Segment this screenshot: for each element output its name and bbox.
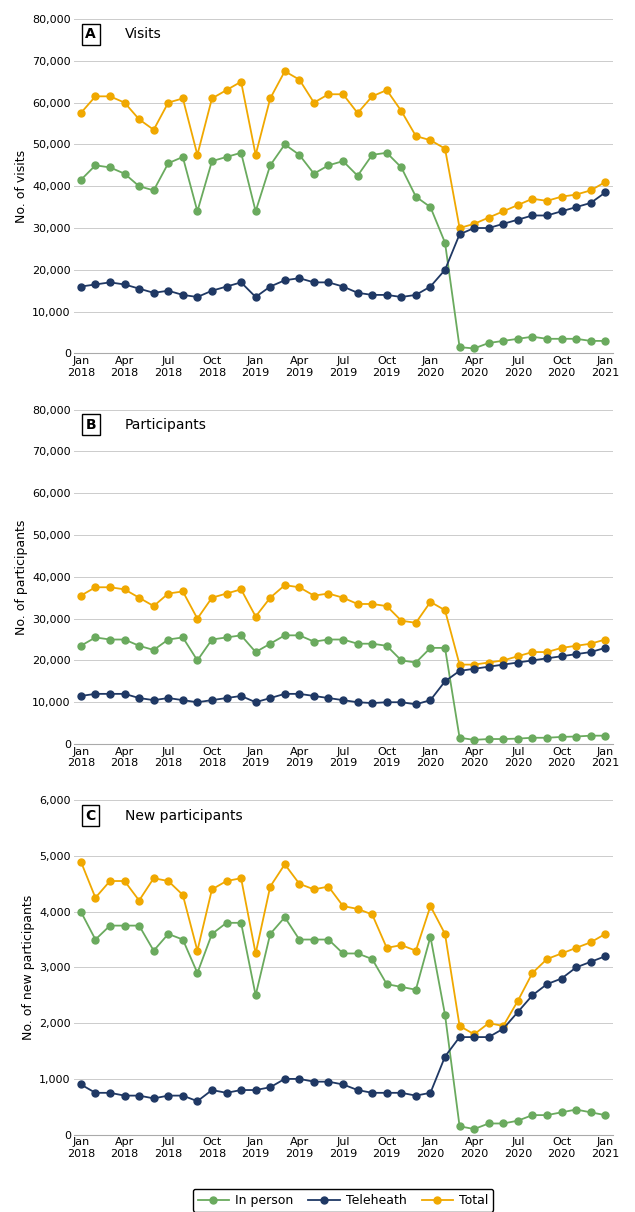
Legend: In person, Teleheath, Total: In person, Teleheath, Total [192,1189,493,1212]
Text: A: A [86,28,96,41]
Text: Visits: Visits [124,28,161,41]
Y-axis label: No. of new participants: No. of new participants [22,894,35,1040]
Text: New participants: New participants [124,808,243,823]
Text: B: B [86,418,96,431]
Y-axis label: No. of visits: No. of visits [15,149,28,223]
Text: Participants: Participants [124,418,206,431]
Text: C: C [86,808,96,823]
Y-axis label: No. of participants: No. of participants [15,519,28,635]
